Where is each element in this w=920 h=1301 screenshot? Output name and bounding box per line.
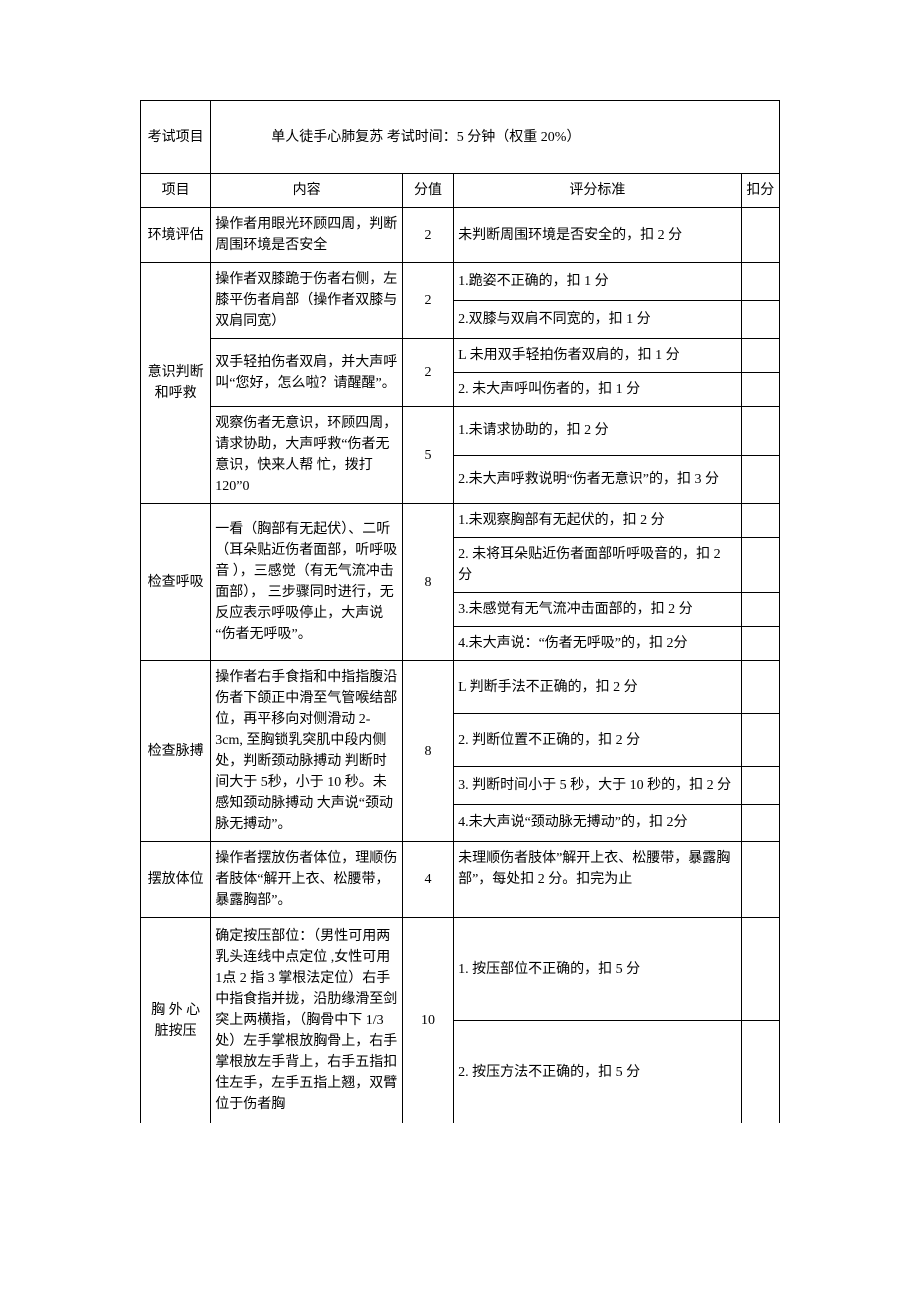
pulse-r1: L 判断手法不正确的，扣 2 分 bbox=[454, 661, 742, 714]
breath-d1 bbox=[741, 504, 779, 538]
pulse-r2: 2. 判断位置不正确的，扣 2 分 bbox=[454, 714, 742, 767]
exam-item-label: 考试项目 bbox=[141, 101, 211, 174]
aware-c1r1: 1.跪姿不正确的，扣 1 分 bbox=[454, 263, 742, 301]
aware-d3 bbox=[741, 339, 779, 373]
aware-d4 bbox=[741, 373, 779, 407]
aware-s3: 5 bbox=[402, 407, 453, 504]
press-d1 bbox=[741, 918, 779, 1021]
hdr-deduct: 扣分 bbox=[741, 174, 779, 208]
pulse-d1 bbox=[741, 661, 779, 714]
env-content: 操作者用眼光环顾四周，判断周围环境是否安全 bbox=[211, 208, 403, 263]
hdr-content: 内容 bbox=[211, 174, 403, 208]
breath-r2: 2. 未将耳朵贴近伤者面部听呼吸音的，扣 2 分 bbox=[454, 538, 742, 593]
aware-s1: 2 bbox=[402, 263, 453, 339]
pos-score: 4 bbox=[402, 842, 453, 918]
exam-item-value: 单人徒手心肺复苏 考试时间：5 分钟（权重 20%） bbox=[211, 101, 780, 174]
breath-d2 bbox=[741, 538, 779, 593]
pulse-r4: 4.未大声说“颈动脉无搏动”的，扣 2分 bbox=[454, 804, 742, 842]
env-deduct bbox=[741, 208, 779, 263]
breath-d3 bbox=[741, 593, 779, 627]
aware-c2r1: L 未用双手轻拍伤者双肩的，扣 1 分 bbox=[454, 339, 742, 373]
hdr-score: 分值 bbox=[402, 174, 453, 208]
press-content: 确定按压部位：（男性可用两乳头连线中点定位 ,女性可用 1点 2 指 3 掌根法… bbox=[211, 918, 403, 1124]
aware-d5 bbox=[741, 407, 779, 456]
sec-breath: 检查呼吸 bbox=[141, 504, 211, 661]
breath-score: 8 bbox=[402, 504, 453, 661]
breath-d4 bbox=[741, 627, 779, 661]
pos-deduct bbox=[741, 842, 779, 918]
breath-r1: 1.未观察胸部有无起伏的，扣 2 分 bbox=[454, 504, 742, 538]
sec-press: 胸 外 心脏按压 bbox=[141, 918, 211, 1124]
aware-c2: 双手轻拍伤者双肩，并大声呼叫“您好，怎么啦？请醒醒”。 bbox=[211, 339, 403, 407]
pulse-d4 bbox=[741, 804, 779, 842]
hdr-section: 项目 bbox=[141, 174, 211, 208]
env-score: 2 bbox=[402, 208, 453, 263]
sec-pulse: 检查脉搏 bbox=[141, 661, 211, 842]
sec-env: 环境评估 bbox=[141, 208, 211, 263]
hdr-criteria: 评分标准 bbox=[454, 174, 742, 208]
breath-r3: 3.未感觉有无气流冲击面部的，扣 2 分 bbox=[454, 593, 742, 627]
aware-d2 bbox=[741, 301, 779, 339]
aware-c2r2: 2. 未大声呼叫伤者的，扣 1 分 bbox=[454, 373, 742, 407]
press-score: 10 bbox=[402, 918, 453, 1124]
env-crit: 未判断周围环境是否安全的，扣 2 分 bbox=[454, 208, 742, 263]
pulse-d2 bbox=[741, 714, 779, 767]
breath-content: 一看（胸部有无起伏）、二听（耳朵贴近伤者面部，听呼吸音 ），三感觉（有无气流冲击… bbox=[211, 504, 403, 661]
aware-c3r2: 2.未大声呼救说明“伤者无意识”的，扣 3 分 bbox=[454, 455, 742, 504]
aware-c3: 观察伤者无意识，环顾四周，请求协助，大声呼救“伤者无意识，快来人帮 忙，拨打 1… bbox=[211, 407, 403, 504]
scoring-table: 考试项目 单人徒手心肺复苏 考试时间：5 分钟（权重 20%） 项目 内容 分值… bbox=[140, 100, 780, 1123]
aware-c3r1: 1.未请求协助的，扣 2 分 bbox=[454, 407, 742, 456]
pulse-score: 8 bbox=[402, 661, 453, 842]
sec-aware: 意识判断和呼救 bbox=[141, 263, 211, 504]
aware-d1 bbox=[741, 263, 779, 301]
pulse-content: 操作者右手食指和中指指腹沿伤者下颌正中滑至气管喉结部位，再平移向对侧滑动 2-3… bbox=[211, 661, 403, 842]
aware-c1r2: 2.双膝与双肩不同宽的，扣 1 分 bbox=[454, 301, 742, 339]
aware-d6 bbox=[741, 455, 779, 504]
press-r1: 1. 按压部位不正确的，扣 5 分 bbox=[454, 918, 742, 1021]
press-d2 bbox=[741, 1021, 779, 1124]
pulse-r3: 3. 判断时间小于 5 秒，大于 10 秒的，扣 2 分 bbox=[454, 767, 742, 805]
pulse-d3 bbox=[741, 767, 779, 805]
pos-crit: 未理顺伤者肢体”解开上衣、松腰带，暴露胸部”，每处扣 2 分。扣完为止 bbox=[454, 842, 742, 918]
sec-pos: 摆放体位 bbox=[141, 842, 211, 918]
aware-c1: 操作者双膝跪于伤者右侧，左膝平伤者肩部（操作者双膝与双肩同宽） bbox=[211, 263, 403, 339]
pos-content: 操作者摆放伤者体位，理顺伤者肢体“解开上衣、松腰带，暴露胸部”。 bbox=[211, 842, 403, 918]
press-r2: 2. 按压方法不正确的，扣 5 分 bbox=[454, 1021, 742, 1124]
aware-s2: 2 bbox=[402, 339, 453, 407]
breath-r4: 4.未大声说：“伤者无呼吸”的，扣 2分 bbox=[454, 627, 742, 661]
